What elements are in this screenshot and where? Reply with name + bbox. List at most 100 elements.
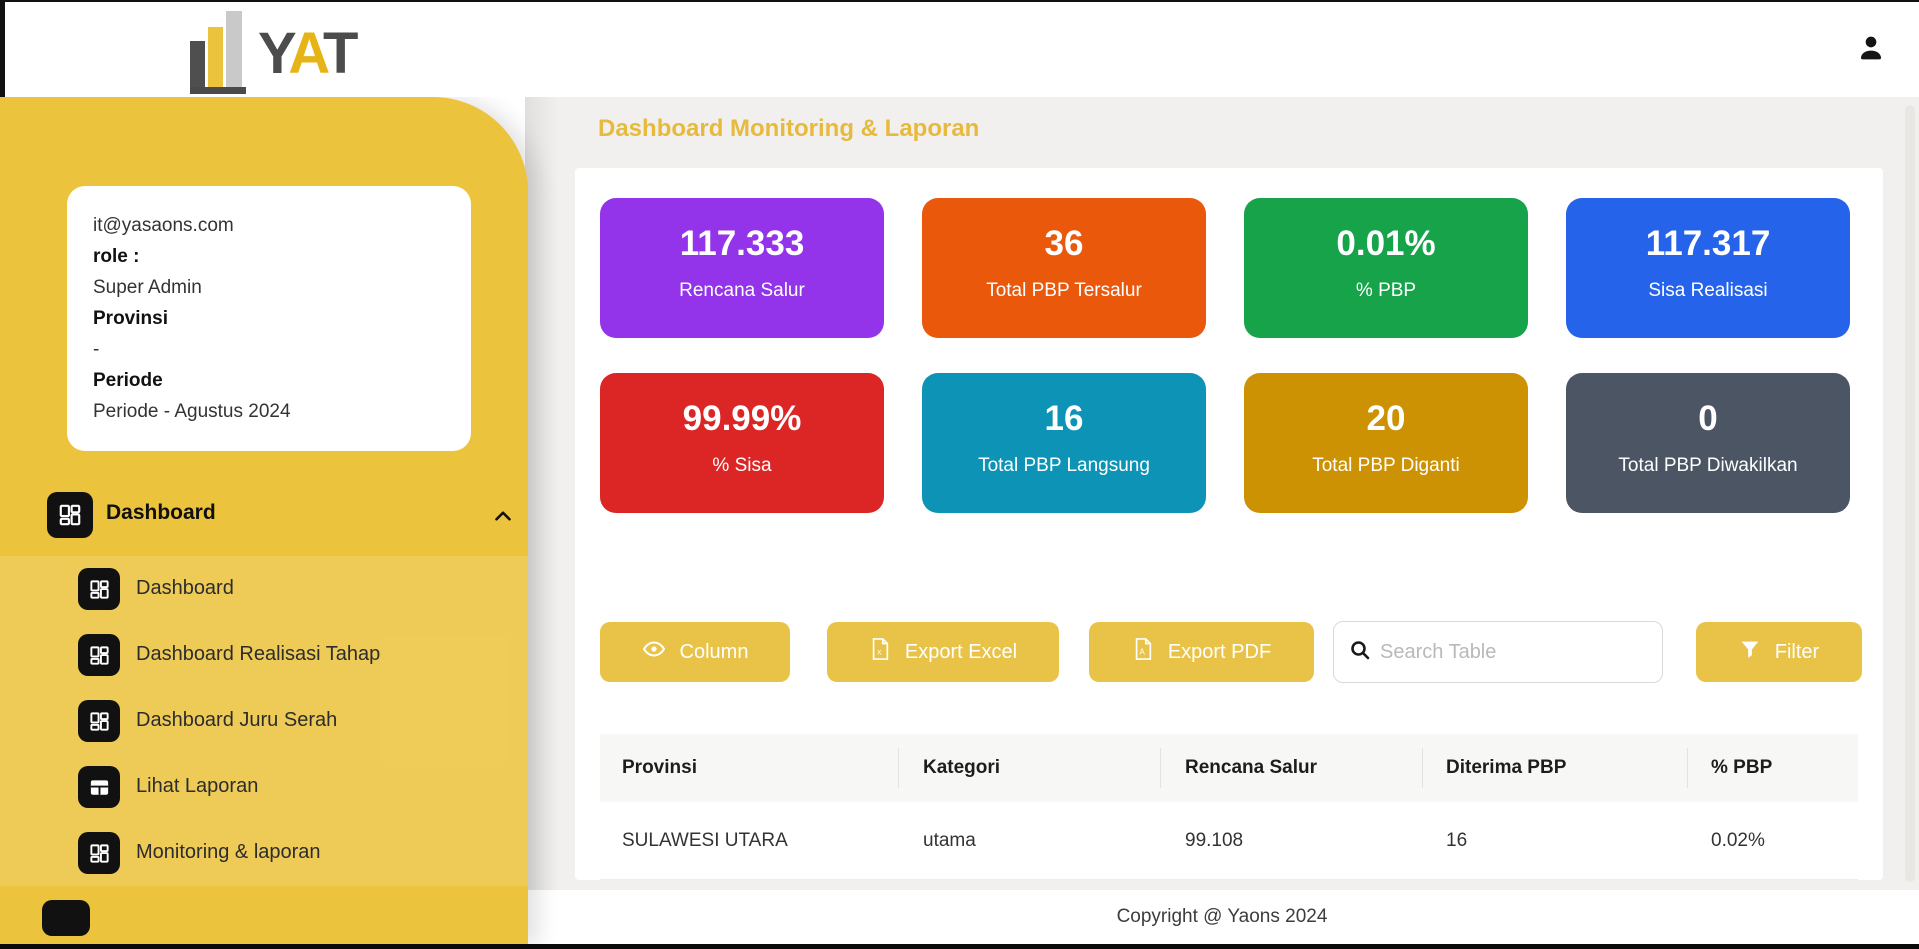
search-input[interactable] [1380,640,1648,664]
sidebar-item-label: Dashboard [136,577,234,599]
sidebar-submenu: Dashboard Dashboard Realisasi Tahap Dash… [0,556,528,886]
dashboard-grid-icon [78,700,120,742]
content-card: 117.333 Rencana Salur 36 Total PBP Tersa… [575,168,1883,880]
sidebar-item-dashboard[interactable]: Dashboard [0,556,528,622]
sidebar-item-dashboard-parent[interactable]: Dashboard [0,492,528,544]
table-header-row: Provinsi Kategori Rencana Salur Diterima… [600,734,1858,802]
cell-rencana-salur: 99.108 [1185,829,1244,851]
user-email: it@yasaons.com [93,215,234,236]
stat-value: 0 [1698,399,1718,438]
stat-label: Total PBP Diganti [1312,455,1460,476]
stat-card-rencana-salur: 117.333 Rencana Salur [600,198,884,338]
page-title: Dashboard Monitoring & Laporan [598,115,980,142]
stat-value: 36 [1044,224,1084,263]
user-profile-icon[interactable] [1855,32,1887,64]
column-divider [1422,748,1423,788]
dashboard-grid-icon [78,568,120,610]
stat-value: 0.01% [1336,224,1436,263]
column-header-rencana-salur[interactable]: Rencana Salur [1185,757,1317,778]
dashboard-grid-icon [78,832,120,874]
stat-card-persen-sisa: 99.99% % Sisa [600,373,884,513]
column-header-diterima-pbp[interactable]: Diterima PBP [1446,757,1567,778]
stat-label: Total PBP Langsung [978,455,1150,476]
brand-name: YAT [258,21,358,86]
header: YAT [0,0,1919,97]
stat-card-total-pbp-tersalur: 36 Total PBP Tersalur [922,198,1206,338]
chevron-up-icon[interactable] [488,503,518,534]
periode-value: Periode - Agustus 2024 [93,401,291,422]
export-pdf-button[interactable]: A Export PDF [1089,622,1314,682]
search-icon [1348,638,1372,667]
stat-label: Sisa Realisasi [1648,280,1768,301]
stat-label: % PBP [1355,280,1417,301]
search-table-field[interactable] [1333,621,1663,683]
column-header-persen-pbp[interactable]: % PBP [1711,757,1773,778]
stat-label: Total PBP Tersalur [986,280,1142,301]
eye-icon [642,637,666,667]
stat-label: Total PBP Diwakilkan [1618,455,1798,476]
table-row[interactable]: SULAWESI UTARA utama 99.108 16 0.02% [600,802,1858,880]
column-divider [898,748,899,788]
stat-value: 117.317 [1645,224,1771,263]
stat-value: 20 [1366,399,1406,438]
sidebar-item-label: Dashboard Juru Serah [136,709,338,731]
bar-chart-logo-icon [190,11,246,94]
stat-label: Rencana Salur [679,280,805,301]
dashboard-grid-icon [78,634,120,676]
provinsi-value: - [93,339,100,360]
cell-provinsi: SULAWESI UTARA [622,829,788,851]
stat-label: % Sisa [712,455,772,476]
copyright-text: Copyright @ Yaons 2024 [1116,906,1328,927]
export-pdf-label: Export PDF [1167,640,1272,663]
column-header-provinsi[interactable]: Provinsi [622,757,697,778]
stat-value: 99.99% [682,399,802,438]
footer: Copyright @ Yaons 2024 [525,890,1919,944]
column-button-label: Column [679,640,749,663]
cell-diterima-pbp: 16 [1446,829,1468,851]
window-top-border [0,0,1919,2]
filter-button[interactable]: Filter [1696,622,1862,682]
provinsi-label: Provinsi [93,308,168,329]
brand-logo: YAT [190,11,358,94]
table-icon [78,766,120,808]
filter-button-label: Filter [1774,640,1820,663]
column-header-kategori[interactable]: Kategori [923,757,1001,778]
periode-label: Periode [93,370,163,391]
stat-card-total-pbp-diwakilkan: 0 Total PBP Diwakilkan [1566,373,1850,513]
dashboard-grid-icon [47,492,93,538]
filter-funnel-icon [1739,638,1761,666]
svg-text:A: A [1139,648,1145,657]
stat-card-persen-pbp: 0.01% % PBP [1244,198,1528,338]
column-divider [1687,748,1688,788]
data-table: Provinsi Kategori Rencana Salur Diterima… [600,734,1858,880]
export-excel-button[interactable]: x Export Excel [827,622,1059,682]
column-divider [1160,748,1161,788]
stat-value: 16 [1044,399,1084,438]
scrollbar[interactable] [1905,105,1915,882]
svg-text:x: x [877,648,882,657]
column-button[interactable]: Column [600,622,790,682]
stat-card-sisa-realisasi: 117.317 Sisa Realisasi [1566,198,1850,338]
stat-card-total-pbp-langsung: 16 Total PBP Langsung [922,373,1206,513]
sidebar-item-dashboard-juru-serah[interactable]: Dashboard Juru Serah [0,688,528,754]
sidebar: it@yasaons.com role : Super Admin Provin… [0,97,528,945]
sidebar-item-dashboard-realisasi-tahap[interactable]: Dashboard Realisasi Tahap [0,622,528,688]
sidebar-item-label: Dashboard Realisasi Tahap [136,643,381,665]
pdf-file-icon: A [1132,637,1154,667]
stat-value: 117.333 [679,224,805,263]
cell-kategori: utama [923,829,976,851]
sidebar-item-label: Dashboard [106,501,216,524]
excel-file-icon: x [869,637,891,667]
window-left-border [0,0,5,97]
role-label: role : [93,246,140,267]
window-bottom-border [0,944,1919,949]
sidebar-item-monitoring-laporan[interactable]: Monitoring & laporan [0,820,528,886]
export-excel-label: Export Excel [904,640,1018,663]
role-value: Super Admin [93,277,202,298]
cell-persen-pbp: 0.02% [1711,829,1765,851]
sidebar-item-partial-icon[interactable] [42,900,90,936]
sidebar-item-label: Lihat Laporan [136,775,259,797]
sidebar-item-lihat-laporan[interactable]: Lihat Laporan [0,754,528,820]
user-info-card: it@yasaons.com role : Super Admin Provin… [67,186,471,451]
stat-card-total-pbp-diganti: 20 Total PBP Diganti [1244,373,1528,513]
